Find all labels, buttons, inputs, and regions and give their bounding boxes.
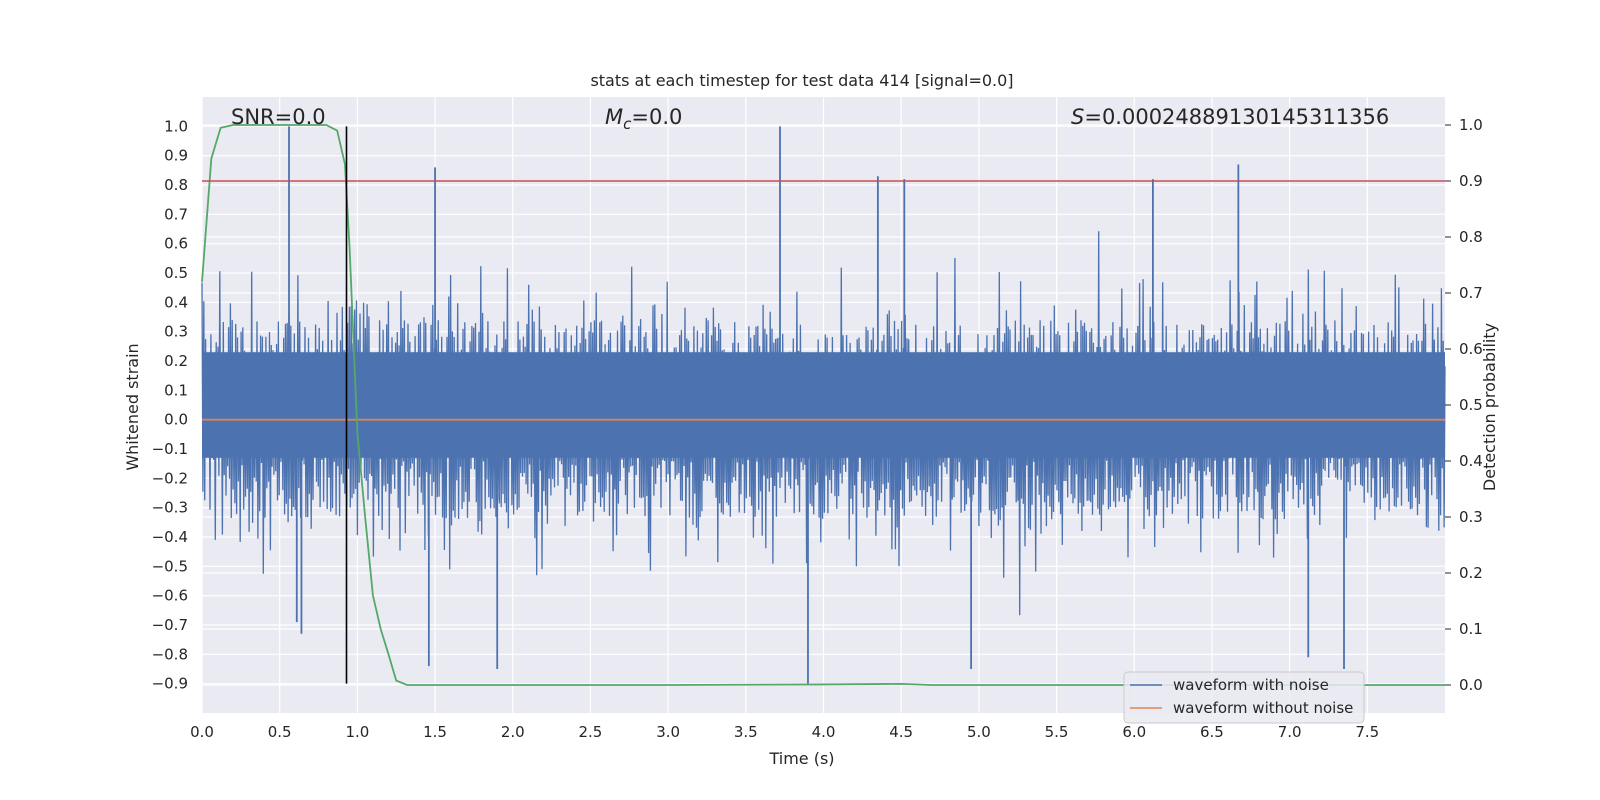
y-tick-label: −0.1 <box>152 440 188 458</box>
x-tick-label: 3.5 <box>734 723 758 741</box>
x-tick-label: 1.5 <box>423 723 447 741</box>
legend-label-waveform-without-noise: waveform without noise <box>1173 699 1353 717</box>
x-tick-label: 0.5 <box>268 723 292 741</box>
x-tick-label: 3.0 <box>656 723 680 741</box>
s-symbol: S <box>1071 105 1084 129</box>
mc-symbol: M <box>605 105 623 129</box>
series-layer <box>201 124 1445 686</box>
y-tick-label: 0.6 <box>164 235 188 253</box>
detection-probability-line <box>201 124 1445 686</box>
y2-axis-ticks: 1.0 0.9 0.8 0.7 0.6 0.5 0.4 0.3 0.2 0.1 0.0 <box>1445 116 1483 694</box>
y2-tick-label: 0.5 <box>1459 396 1483 414</box>
y-tick-label: −0.2 <box>152 469 188 487</box>
mc-subscript: c <box>623 115 632 133</box>
x-tick-label: 4.0 <box>812 723 836 741</box>
x-axis-title: Time (s) <box>768 749 834 768</box>
y-tick-label: 0.7 <box>164 205 188 223</box>
legend-box <box>1123 671 1365 724</box>
y-tick-label: 0.9 <box>164 147 188 165</box>
y-tick-label: −0.8 <box>152 645 188 663</box>
s-value: =0.00024889130145311356 <box>1084 105 1389 129</box>
x-tick-label: 5.0 <box>967 723 991 741</box>
y-tick-label: 0.0 <box>164 411 188 429</box>
y-tick-label: 0.5 <box>164 264 188 282</box>
y2-tick-label: 0.2 <box>1459 564 1483 582</box>
chirp-mass-annotation: Mc=0.0 <box>605 105 682 133</box>
x-tick-label: 0.0 <box>190 723 214 741</box>
y-tick-label: 0.4 <box>164 293 188 311</box>
y-tick-label: −0.7 <box>152 616 188 634</box>
y-tick-label: 0.2 <box>164 352 188 370</box>
y2-axis-title: Detection probability <box>1480 323 1499 491</box>
y2-tick-label: 0.6 <box>1459 340 1483 358</box>
x-axis-ticks: 0.0 0.5 1.0 1.5 2.0 2.5 3.0 3.5 4.0 4.5 5.0 5.5 6.0 6… <box>190 723 1379 741</box>
y2-tick-label: 0.3 <box>1459 508 1483 526</box>
x-tick-label: 7.5 <box>1355 723 1379 741</box>
y-tick-label: −0.4 <box>152 528 188 546</box>
significance-annotation: S=0.00024889130145311356 <box>1071 105 1389 129</box>
y-tick-label: 1.0 <box>164 117 188 135</box>
reference-lines <box>202 126 1445 684</box>
x-tick-label: 5.5 <box>1045 723 1069 741</box>
y-tick-label: −0.5 <box>152 557 188 575</box>
y2-tick-label: 0.4 <box>1459 452 1483 470</box>
y-tick-label: −0.6 <box>152 587 188 605</box>
x-tick-label: 2.0 <box>501 723 525 741</box>
x-tick-label: 1.0 <box>345 723 369 741</box>
y-tick-label: −0.9 <box>152 675 188 693</box>
x-tick-label: 6.5 <box>1200 723 1224 741</box>
y2-tick-label: 1.0 <box>1459 116 1483 134</box>
legend-label-waveform-with-noise: waveform with noise <box>1173 676 1329 694</box>
x-tick-label: 4.5 <box>889 723 913 741</box>
waveform-with-noise-core <box>202 352 1445 458</box>
mc-value: =0.0 <box>631 105 682 129</box>
y2-tick-label: 0.1 <box>1459 620 1483 638</box>
legend: waveform with noise waveform without noi… <box>1123 671 1365 724</box>
y-axis-title: Whitened strain <box>123 343 142 470</box>
x-tick-label: 2.5 <box>579 723 603 741</box>
chart-title: stats at each timestep for test data 414… <box>590 71 1013 90</box>
y-axis-ticks: 1.0 0.9 0.8 0.7 0.6 0.5 0.4 0.3 0.2 0.1 0.0 −0.1 −0.… <box>152 117 188 692</box>
y-tick-label: 0.1 <box>164 381 188 399</box>
y2-tick-label: 0.9 <box>1459 172 1483 190</box>
x-tick-label: 6.0 <box>1122 723 1146 741</box>
snr-annotation: SNR=0.0 <box>231 105 326 129</box>
x-tick-label: 7.0 <box>1278 723 1302 741</box>
series-waveform-with-noise <box>201 126 1446 684</box>
y2-tick-label: 0.8 <box>1459 228 1483 246</box>
y2-tick-label: 0.7 <box>1459 284 1483 302</box>
y-tick-label: 0.3 <box>164 323 188 341</box>
y2-tick-label: 0.0 <box>1459 676 1483 694</box>
y-tick-label: −0.3 <box>152 499 188 517</box>
y-tick-label: 0.8 <box>164 176 188 194</box>
